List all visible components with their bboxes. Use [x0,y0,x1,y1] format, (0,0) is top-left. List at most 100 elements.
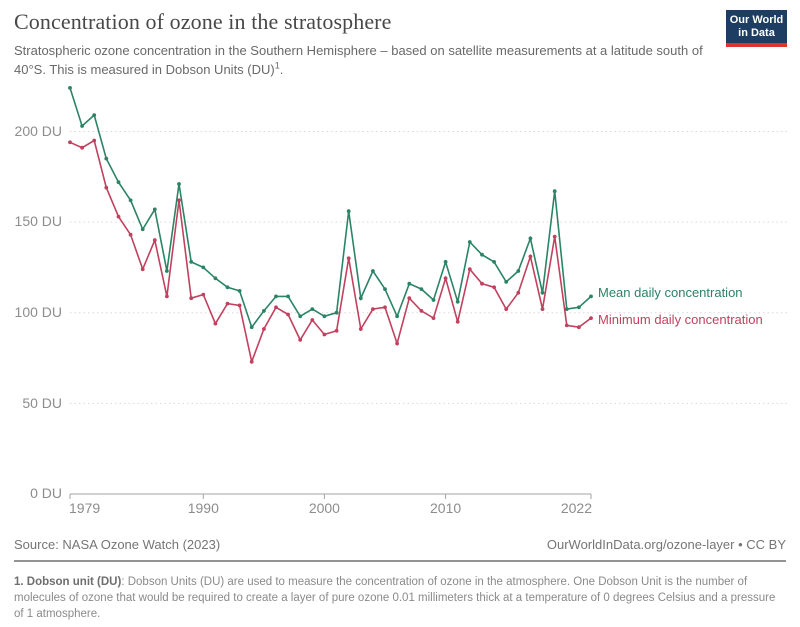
mean-daily-concentration-point-2005[interactable] [383,287,387,291]
minimum-daily-concentration-point-1993[interactable] [237,303,242,308]
mean-daily-concentration-point-1995[interactable] [262,309,266,313]
mean-daily-concentration-point-1988[interactable] [177,182,181,186]
minimum-daily-concentration-point-1987[interactable] [165,294,169,299]
mean-daily-concentration-point-1979[interactable] [68,86,72,90]
minimum-daily-concentration-point-2017[interactable] [528,254,533,259]
minimum-daily-concentration-point-2000[interactable] [322,332,327,337]
legend-label-mean[interactable]: Mean daily concentration [598,285,743,300]
minimum-daily-concentration-point-1998[interactable] [298,338,303,342]
mean-daily-concentration-point-2021[interactable] [577,305,581,310]
mean-daily-concentration-point-1989[interactable] [189,260,194,264]
minimum-daily-concentration-point-1999[interactable] [310,318,315,322]
minimum-daily-concentration-point-2001[interactable] [334,328,339,333]
mean-daily-concentration-point-2007[interactable] [407,281,412,286]
mean-daily-concentration-point-2019[interactable] [552,189,557,194]
mean-daily-concentration-point-2013[interactable] [480,252,484,257]
minimum-daily-concentration-point-2007[interactable] [407,296,412,301]
mean-daily-concentration-point-1994[interactable] [249,325,254,330]
mean-daily-concentration-point-2001[interactable] [334,310,339,315]
mean-daily-concentration-point-2002[interactable] [346,209,351,214]
minimum-daily-concentration-point-1995[interactable] [262,327,266,331]
minimum-daily-concentration-point-1997[interactable] [286,312,290,317]
minimum-daily-concentration-point-2021[interactable] [577,325,581,330]
minimum-daily-concentration-point-1991[interactable] [213,321,218,326]
legend-label-minimum[interactable]: Minimum daily concentration [598,312,763,327]
minimum-daily-concentration-point-2005[interactable] [383,305,387,310]
mean-daily-concentration-point-2004[interactable] [371,269,375,273]
mean-daily-concentration-point-2003[interactable] [358,296,363,301]
minimum-daily-concentration-point-1979[interactable] [68,140,72,145]
mean-daily-concentration-point-1983[interactable] [116,180,121,185]
minimum-daily-concentration-point-1990[interactable] [201,292,206,297]
mean-daily-concentration-point-1990[interactable] [201,265,206,270]
mean-daily-concentration-point-2011[interactable] [455,299,460,304]
minimum-daily-concentration-point-2015[interactable] [504,307,509,311]
mean-daily-concentration-point-2017[interactable] [528,236,533,241]
minimum-daily-concentration-point-2006[interactable] [395,341,399,346]
minimum-daily-concentration-point-1988[interactable] [177,198,181,203]
mean-daily-concentration-point-2006[interactable] [395,314,399,319]
mean-daily-concentration-line[interactable] [69,87,592,329]
minimum-daily-concentration-point-2003[interactable] [358,327,363,331]
minimum-daily-concentration-point-2010[interactable] [443,276,448,281]
mean-daily-concentration-point-2016[interactable] [516,269,521,273]
minimum-daily-concentration-point-2004[interactable] [371,307,375,311]
mean-daily-concentration-point-2009[interactable] [431,298,436,302]
mean-daily-concentration-point-1985[interactable] [140,227,145,232]
mean-daily-concentration-point-2012[interactable] [467,240,472,244]
footnote-body: : Dobson Units (DU) are used to measure … [14,576,776,620]
minimum-daily-concentration-point-2014[interactable] [492,285,496,290]
minimum-daily-concentration-point-2019[interactable] [552,234,557,239]
minimum-daily-concentration-point-2011[interactable] [455,319,460,324]
mean-daily-concentration-point-2015[interactable] [504,280,509,284]
mean-daily-concentration-point-2000[interactable] [322,314,327,319]
minimum-daily-concentration-point-1996[interactable] [274,305,278,310]
series-mean-daily-concentration[interactable] [68,86,593,330]
mean-daily-concentration-point-2018[interactable] [540,290,545,295]
minimum-daily-concentration-point-2008[interactable] [419,309,424,313]
series-minimum-daily-concentration[interactable] [68,138,593,365]
minimum-daily-concentration-point-2013[interactable] [480,281,484,286]
minimum-daily-concentration-point-1984[interactable] [128,232,133,237]
mean-daily-concentration-point-1992[interactable] [225,285,230,290]
minimum-daily-concentration-point-1989[interactable] [189,296,194,301]
mean-daily-concentration-point-1998[interactable] [298,314,303,319]
mean-daily-concentration-point-1993[interactable] [237,289,242,293]
owid-logo[interactable]: Our World in Data [726,10,787,47]
mean-daily-concentration-point-1980[interactable] [80,124,84,128]
mean-daily-concentration-point-2008[interactable] [419,287,424,291]
mean-daily-concentration-point-2010[interactable] [443,260,448,264]
mean-daily-concentration-point-1984[interactable] [128,198,133,203]
mean-daily-concentration-point-1986[interactable] [152,207,157,212]
minimum-daily-concentration-point-1985[interactable] [140,267,145,272]
minimum-daily-concentration-point-1986[interactable] [152,238,157,243]
mean-daily-concentration-point-1981[interactable] [92,113,97,117]
minimum-daily-concentration-point-1980[interactable] [80,145,84,150]
minimum-daily-concentration-point-2018[interactable] [540,307,545,311]
minimum-daily-concentration-point-1992[interactable] [225,301,230,306]
minimum-daily-concentration-point-1981[interactable] [92,138,97,143]
minimum-daily-concentration-point-2002[interactable] [346,256,351,261]
minimum-daily-concentration-point-2012[interactable] [467,267,472,272]
minimum-daily-concentration-point-1994[interactable] [249,359,254,364]
mean-daily-concentration-point-2020[interactable] [564,307,569,311]
minimum-daily-concentration-point-2020[interactable] [564,323,569,328]
minimum-daily-concentration-point-1983[interactable] [116,214,121,219]
mean-daily-concentration-point-1982[interactable] [104,156,109,161]
minimum-daily-concentration-point-1982[interactable] [104,185,109,190]
attribution-link[interactable]: OurWorldInData.org/ozone-layer • CC BY [546,537,786,552]
minimum-daily-concentration-point-2022[interactable] [589,316,593,320]
mean-daily-concentration-point-2014[interactable] [492,260,496,264]
y-tick-label-50: 50 DU [22,395,62,411]
mean-daily-concentration-point-1991[interactable] [213,276,218,281]
minimum-daily-concentration-point-2016[interactable] [516,290,521,295]
mean-daily-concentration-point-1996[interactable] [274,294,278,299]
mean-daily-concentration-point-1997[interactable] [286,294,290,299]
mean-daily-concentration-point-2022[interactable] [589,294,593,299]
mean-daily-concentration-point-1999[interactable] [310,307,315,311]
chart-subtitle: Stratospheric ozone concentration in the… [14,41,719,79]
footnote-reference[interactable]: 1 [274,60,280,71]
minimum-daily-concentration-point-2009[interactable] [431,316,436,320]
minimum-daily-concentration-line[interactable] [69,139,592,365]
mean-daily-concentration-point-1987[interactable] [165,269,169,273]
